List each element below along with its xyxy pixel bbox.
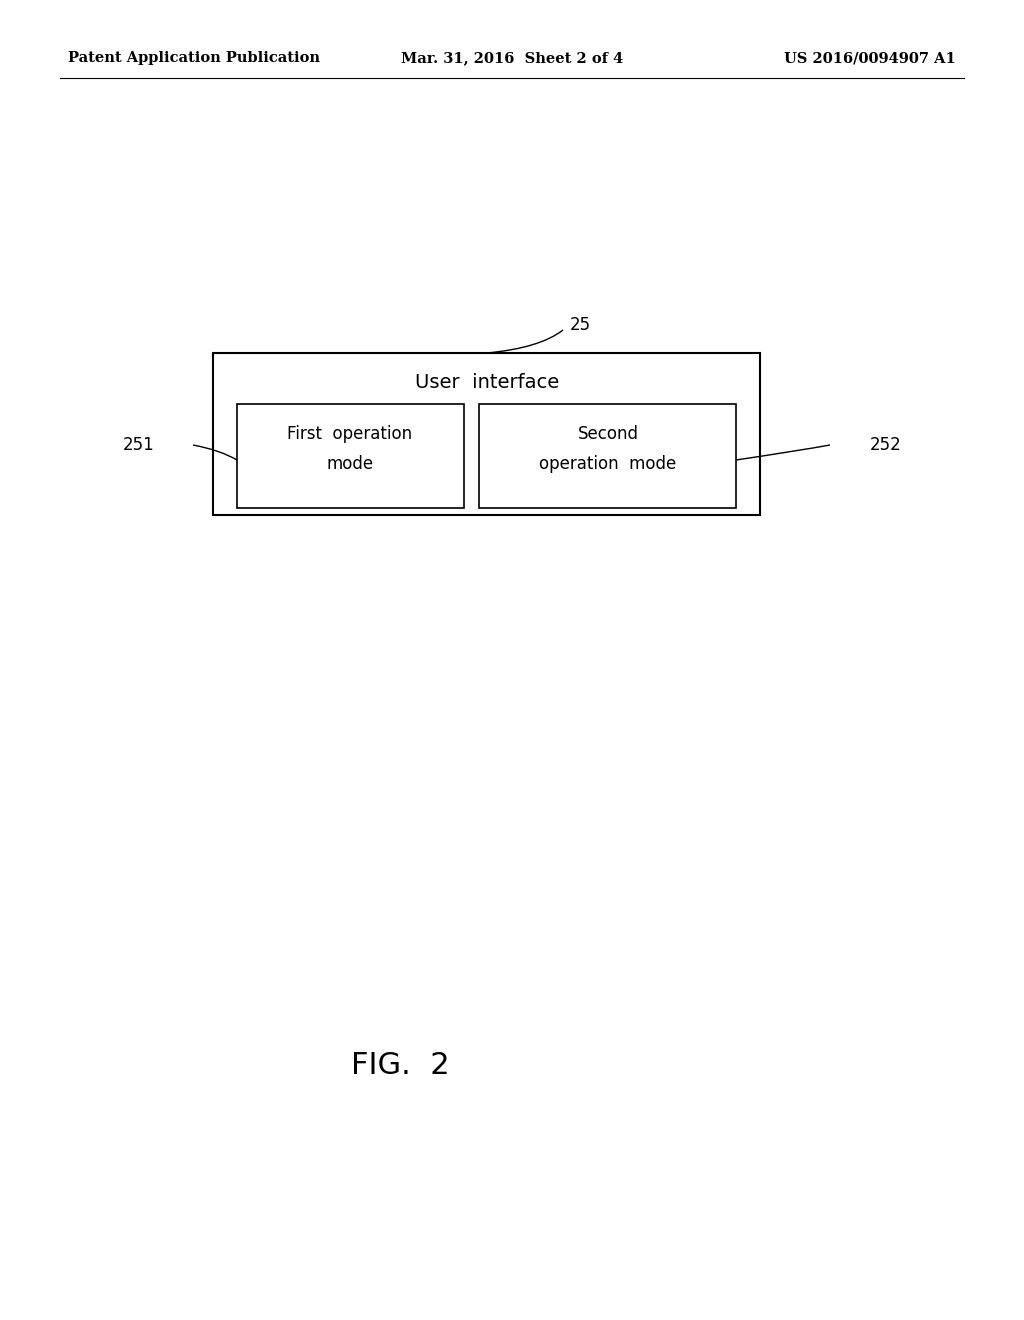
Text: 252: 252 — [870, 436, 902, 454]
Text: mode: mode — [327, 455, 374, 473]
Bar — [237, 404, 464, 508]
Text: First  operation: First operation — [288, 425, 413, 444]
Bar — [213, 352, 760, 515]
Bar — [479, 404, 736, 508]
Text: Mar. 31, 2016  Sheet 2 of 4: Mar. 31, 2016 Sheet 2 of 4 — [400, 51, 624, 65]
Text: Patent Application Publication: Patent Application Publication — [68, 51, 319, 65]
Text: FIG.  2: FIG. 2 — [350, 1051, 450, 1080]
Text: operation  mode: operation mode — [540, 455, 677, 473]
Text: User  interface: User interface — [415, 372, 559, 392]
Text: 25: 25 — [570, 315, 591, 334]
Text: US 2016/0094907 A1: US 2016/0094907 A1 — [784, 51, 956, 65]
Text: Second: Second — [578, 425, 639, 444]
Text: 251: 251 — [123, 436, 155, 454]
